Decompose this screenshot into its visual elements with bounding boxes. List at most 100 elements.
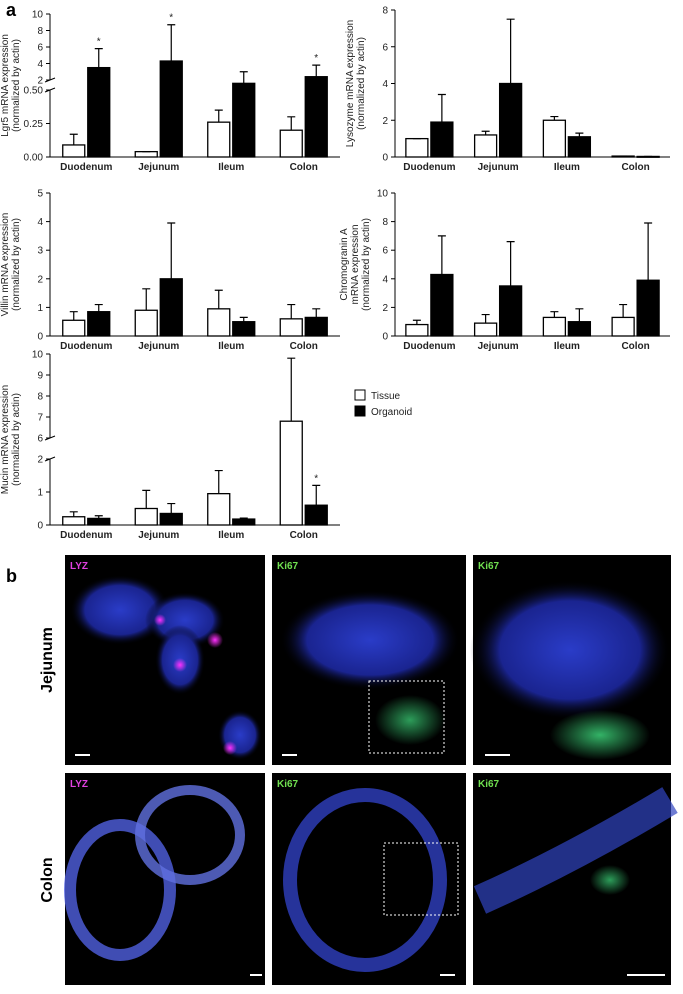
bar (232, 321, 256, 337)
error-bar (167, 24, 176, 62)
y-axis-label: (normalized by actin) (11, 39, 22, 132)
bar (279, 318, 303, 337)
row-label: Colon (39, 857, 56, 902)
y-tick-label: 4 (37, 217, 43, 228)
y-tick-label: 2 (37, 455, 43, 466)
error-bar (69, 133, 78, 145)
bar (232, 518, 256, 526)
stain-label: LYZ (70, 561, 88, 572)
x-tick-label: Ileum (218, 341, 244, 352)
y-tick-label: 0.50 (24, 86, 44, 97)
y-tick-label: 0 (37, 521, 43, 532)
error-bar (437, 235, 446, 275)
error-bar (287, 116, 296, 131)
error-bar (644, 222, 653, 281)
error-bar (214, 109, 223, 123)
bar (87, 66, 111, 158)
panel-label: b (6, 566, 17, 586)
stain-label: Ki67 (277, 561, 299, 572)
y-tick-label: 2 (37, 274, 43, 285)
y-tick-label: 0.00 (24, 153, 44, 164)
bar (542, 316, 567, 337)
y-axis-label: Mucin mRNA expression (0, 385, 11, 494)
bar (87, 517, 111, 526)
y-axis-label: (normalized by actin) (356, 37, 367, 130)
error-bar (69, 511, 78, 517)
x-tick-label: Ileum (554, 341, 580, 352)
error-bar (550, 311, 559, 318)
bar (636, 279, 660, 337)
stain-label: LYZ (70, 779, 88, 790)
legend-label: Tissue (371, 391, 401, 402)
y-tick-label: 2 (382, 303, 388, 314)
significance: * (314, 53, 318, 64)
y-tick-label: 10 (32, 350, 44, 361)
bar (159, 278, 183, 337)
bar (304, 76, 328, 158)
y-tick-label: 2 (382, 116, 388, 127)
y-tick-label: 0 (382, 153, 388, 164)
x-tick-label: Jejunum (478, 341, 519, 352)
error-bar (506, 18, 515, 84)
y-axis-label: Lgr5 mRNA expression (0, 34, 11, 137)
y-axis-label: mRNA expression (350, 224, 361, 304)
y-tick-label: 1 (37, 303, 43, 314)
stain-label: Ki67 (478, 779, 500, 790)
error-bar (437, 93, 446, 123)
error-bar (550, 115, 559, 121)
bar (611, 316, 635, 337)
bar (134, 309, 158, 337)
error-bar (142, 288, 151, 311)
error-bar (142, 489, 151, 509)
bar (304, 316, 328, 337)
series: Organoid* (87, 473, 328, 526)
error-bar (69, 311, 78, 321)
y-axis-label: (normalized by actin) (11, 218, 22, 311)
series: Organoid*** (87, 13, 328, 158)
bar (159, 60, 183, 158)
bar (473, 322, 498, 337)
error-bar (167, 222, 176, 279)
legend-swatch (354, 389, 366, 401)
series: Organoid (430, 222, 660, 337)
bar (498, 82, 523, 158)
bar (567, 321, 592, 337)
bar (207, 308, 231, 337)
y-tick-label: 4 (382, 274, 388, 285)
y-tick-label: 6 (382, 246, 388, 257)
row-label: Jejunum (39, 627, 56, 693)
bar (567, 136, 592, 158)
bar (159, 512, 183, 526)
micrographs (64, 555, 678, 985)
bar (207, 492, 231, 526)
y-tick-label: 1 (37, 488, 43, 499)
error-bar (575, 132, 584, 137)
bar (430, 121, 454, 158)
bar (430, 273, 454, 337)
error-bar (239, 71, 248, 84)
y-tick-label: 4 (382, 79, 388, 90)
error-bar (412, 319, 421, 325)
error-bar (239, 517, 248, 520)
y-axis-label: (normalized by actin) (11, 393, 22, 486)
bar (542, 119, 567, 158)
y-tick-label: 6 (382, 42, 388, 53)
series: Tissue (405, 115, 635, 158)
y-tick-label: 7 (37, 413, 43, 424)
series: Organoid (87, 222, 328, 337)
x-tick-label: Colon (290, 162, 318, 173)
error-bar (167, 502, 176, 514)
series: Tissue (62, 109, 303, 158)
stain-label: Ki67 (277, 779, 299, 790)
panel-b: Jejunum LYZ Ki67 Ki67 Colon LYZ Ki67 Ki67 (39, 561, 500, 903)
x-tick-label: Colon (290, 530, 318, 541)
y-tick-label: 0.25 (24, 119, 44, 130)
y-axis-label: Villin mRNA expression (0, 213, 11, 317)
x-tick-label: Duodenum (60, 341, 112, 352)
error-bar (94, 303, 103, 312)
bar (304, 504, 328, 526)
x-tick-label: Duodenum (403, 341, 455, 352)
bar (62, 319, 86, 337)
x-tick-label: Jejunum (138, 162, 179, 173)
error-bar (94, 48, 103, 68)
